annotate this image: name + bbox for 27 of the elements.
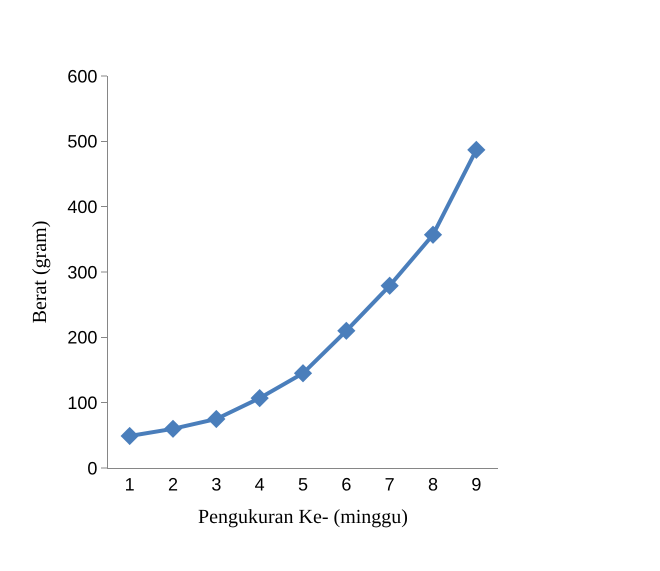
x-tick-label: 8 bbox=[428, 474, 438, 495]
point bbox=[294, 364, 312, 382]
point bbox=[337, 322, 356, 340]
x-tick-label: 6 bbox=[341, 474, 352, 495]
point bbox=[120, 426, 139, 446]
y-tick-label: 200 bbox=[67, 328, 98, 348]
y-axis-title: Berat (gram) bbox=[28, 220, 51, 324]
x-tick-label: 5 bbox=[298, 474, 308, 495]
x-tick-label: 4 bbox=[254, 474, 265, 495]
point bbox=[380, 276, 399, 295]
y-tick-label: 400 bbox=[67, 196, 98, 217]
y-tick-label: 100 bbox=[67, 392, 98, 413]
point bbox=[207, 410, 226, 428]
point bbox=[467, 140, 486, 159]
point bbox=[250, 388, 269, 408]
x-tick-label: 9 bbox=[471, 474, 482, 495]
x-tick-label: 7 bbox=[384, 474, 395, 495]
y-tick-label: 300 bbox=[67, 262, 98, 282]
x-tick-label: 2 bbox=[168, 474, 178, 495]
point bbox=[164, 420, 182, 438]
x-tick-label: 1 bbox=[124, 474, 135, 495]
y-tick-label: 0 bbox=[87, 458, 98, 478]
x-tick-label: 3 bbox=[211, 474, 222, 495]
y-tick-label: 600 bbox=[67, 66, 98, 86]
point bbox=[424, 226, 442, 244]
y-tick-label: 500 bbox=[67, 132, 98, 152]
x-axis-title: Pengukuran Ke- (minggu) bbox=[198, 506, 408, 528]
